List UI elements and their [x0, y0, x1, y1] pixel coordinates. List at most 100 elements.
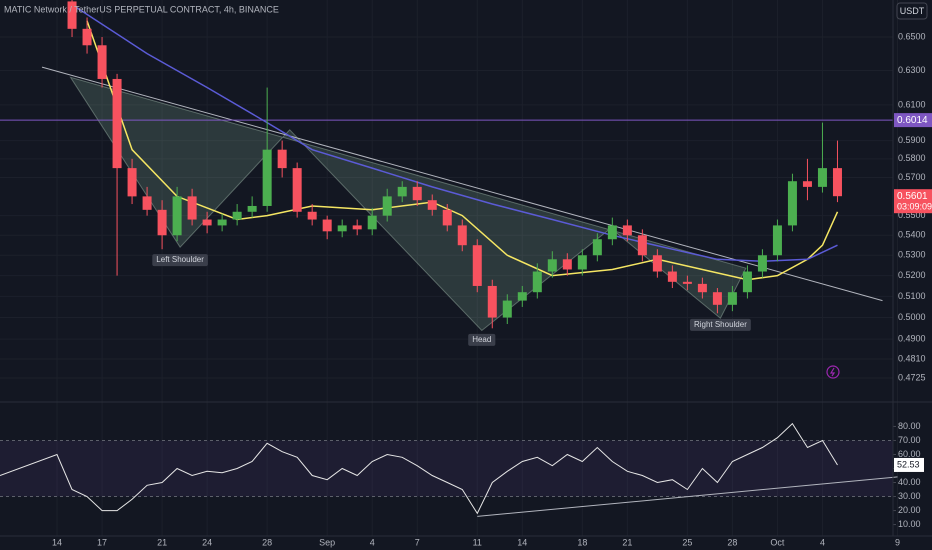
candle-body — [832, 168, 842, 197]
alert-icon[interactable] — [826, 365, 840, 379]
x-tick-label: 4 — [370, 537, 375, 547]
candle-body — [712, 292, 722, 305]
moving-average — [71, 3, 838, 263]
y-tick-label: 0.5700 — [898, 172, 926, 182]
rsi-tick-label: 40.00 — [898, 477, 921, 487]
neckline — [41, 66, 883, 302]
y-tick-label: 0.6300 — [898, 65, 926, 75]
pattern-label: Head — [472, 335, 491, 344]
y-tick-label: 0.6500 — [898, 31, 926, 41]
pattern-label: Left Shoulder — [156, 255, 204, 264]
candle-body — [622, 225, 632, 236]
pattern-area — [69, 76, 747, 332]
x-tick-label: 28 — [262, 537, 272, 547]
candle-body — [727, 292, 737, 305]
candle-body — [682, 281, 692, 284]
hline-price-tag: 0.6014 — [897, 115, 928, 126]
y-tick-label: 0.4900 — [898, 334, 926, 344]
candle-body — [442, 209, 452, 226]
rsi-line — [0, 422, 838, 515]
candle-body — [262, 149, 272, 206]
candle-body — [112, 78, 122, 169]
candle-body — [217, 219, 227, 226]
y-tick-label: 0.6100 — [898, 99, 926, 109]
candle-body — [232, 211, 242, 220]
candle-body — [562, 259, 572, 270]
candle-body — [427, 200, 437, 210]
pattern-label: Right Shoulder — [694, 320, 747, 329]
x-tick-label: 11 — [473, 537, 482, 547]
x-tick-label: 25 — [682, 537, 692, 547]
plot — [0, 0, 898, 517]
candle-body — [742, 271, 752, 293]
currency-label[interactable]: USDT — [900, 6, 925, 16]
candle-body — [457, 225, 467, 246]
rsi-value-tag: 52.53 — [897, 459, 920, 469]
hline-price-tag-bg — [894, 113, 932, 128]
candle-body — [172, 196, 182, 236]
candle-body — [352, 225, 362, 230]
x-tick-label: 14 — [517, 537, 527, 547]
candle-body — [247, 205, 257, 212]
candle-body — [67, 1, 77, 29]
rsi-tick-label: 60.00 — [898, 449, 921, 459]
candle-body — [637, 235, 647, 256]
candle-body — [187, 196, 197, 220]
candle-body — [502, 300, 512, 318]
rsi-band — [0, 440, 893, 497]
candle-body — [322, 219, 332, 232]
candle-body — [202, 219, 212, 226]
grid — [0, 425, 896, 526]
candle-body — [667, 271, 677, 282]
candle-body — [277, 149, 287, 169]
x-tick-label: 17 — [97, 537, 107, 547]
candle-body — [412, 186, 422, 201]
last-price-tag: 0.5601 — [897, 191, 928, 202]
last-price-tag-countdown: 03:09:09 — [897, 202, 932, 212]
candle-body — [397, 186, 407, 197]
candle-body — [802, 181, 812, 187]
candle-body — [607, 225, 617, 240]
y-tick-label: 0.5900 — [898, 135, 926, 145]
currency-button[interactable] — [896, 2, 928, 20]
rsi-tick-label: 20.00 — [898, 505, 921, 515]
x-tick-label: 14 — [52, 537, 62, 547]
candle-body — [577, 255, 587, 270]
candle-body — [532, 271, 542, 293]
y-tick-label: 0.5000 — [898, 312, 926, 322]
rsi-tick-label: 70.00 — [898, 435, 921, 445]
x-tick-label: Oct — [770, 537, 785, 547]
candle-body — [382, 196, 392, 216]
candle-body — [307, 211, 317, 220]
pattern-label-bg — [468, 333, 496, 346]
candle-body — [772, 225, 782, 256]
last-price-tag-bg — [894, 189, 932, 214]
y-tick-label: 0.5500 — [898, 210, 926, 220]
candle-body — [547, 259, 557, 272]
candle-body — [337, 225, 347, 232]
x-tick-label: Sep — [319, 537, 335, 547]
rsi-tick-label: 80.00 — [898, 421, 921, 431]
candle-body — [697, 283, 707, 293]
pattern-label-bg — [689, 318, 751, 331]
y-tick-label: 0.4810 — [898, 353, 926, 363]
candle-body — [127, 168, 137, 197]
y-tick-label: 0.5300 — [898, 250, 926, 260]
x-tick-label: 21 — [622, 537, 632, 547]
candle-body — [817, 168, 827, 187]
candle-body — [652, 255, 662, 272]
candle-body — [757, 255, 767, 272]
candle-body — [157, 209, 167, 236]
candle-body — [472, 245, 482, 286]
candle-body — [517, 292, 527, 301]
x-tick-label: 9 — [895, 537, 900, 547]
x-tick-label: 18 — [577, 537, 587, 547]
pattern-label-bg — [152, 254, 208, 267]
x-tick-label: 28 — [727, 537, 737, 547]
candle-body — [142, 196, 152, 210]
rsi-tick-label: 10.00 — [898, 519, 921, 529]
candle-body — [97, 45, 107, 79]
candle-body — [592, 239, 602, 256]
y-tick-label: 0.5400 — [898, 230, 926, 240]
